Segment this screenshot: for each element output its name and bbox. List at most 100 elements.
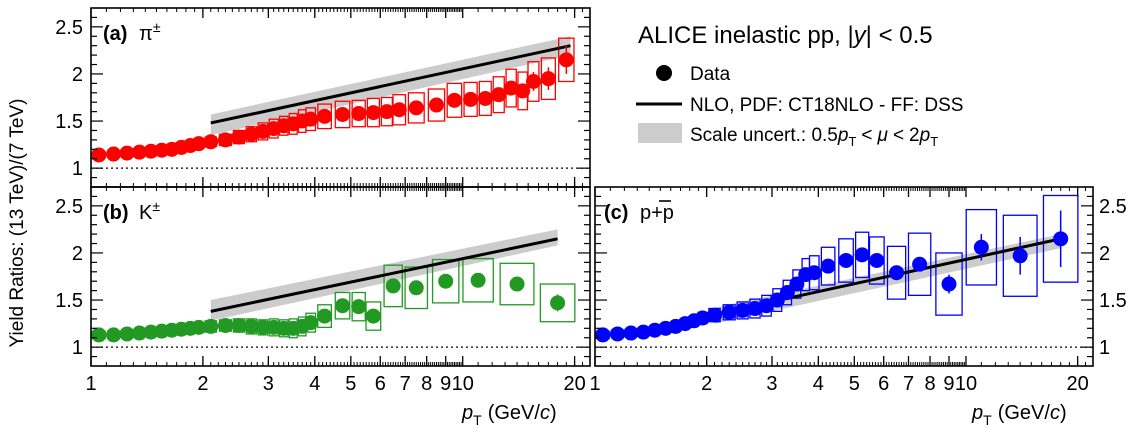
data-point-c-3 [635, 324, 651, 340]
chart-title: ALICE inelastic pp, |y| < 0.5 [638, 22, 933, 49]
y-tick-label-a-1: 1.5 [55, 111, 83, 133]
sys-box-a-27 [427, 88, 446, 122]
data-point-a-23 [365, 105, 381, 121]
data-point-c-2 [623, 325, 639, 341]
data-point-b-0 [91, 327, 107, 343]
data-point-b-25 [408, 280, 424, 296]
data-point-a-10 [203, 134, 219, 150]
legend: Data NLO, PDF: CT18NLO - FF: DSS Scale u… [636, 64, 963, 149]
data-point-a-22 [351, 106, 367, 122]
x-tick-label-c-2: 3 [766, 373, 777, 395]
data-point-a-29 [463, 91, 479, 107]
sys-box-b-26 [431, 258, 460, 304]
panel-c-letter: (c) [604, 202, 628, 224]
sys-box-c-27 [965, 208, 998, 286]
panel-b-particle-sup: ± [152, 198, 160, 214]
data-point-c-10 [707, 307, 723, 323]
data-point-a-2 [119, 145, 135, 161]
scale-pt1-p: p [837, 125, 849, 146]
sys-box-b-27 [462, 257, 494, 303]
panel-a-particle: π± [139, 19, 161, 45]
x-tick-label-b-3: 4 [309, 373, 320, 395]
data-point-b-28 [509, 276, 525, 292]
data-point-a-3 [131, 144, 147, 160]
data-point-c-9 [695, 310, 711, 326]
y-tick-label-a-0: 1 [72, 158, 83, 180]
data-point-c-28 [1012, 248, 1028, 264]
x-tick-label-c-10: 20 [1067, 373, 1089, 395]
data-point-c-25 [912, 256, 928, 272]
title-pre: ALICE inelastic pp, | [638, 22, 854, 49]
data-point-b-1 [106, 327, 122, 343]
legend-scale-swatch [638, 123, 682, 143]
panel-a-particle-base: π [139, 23, 153, 45]
sys-box-b-28 [499, 262, 535, 306]
data-point-c-19 [806, 265, 822, 281]
y-tick-label-a-2: 2 [72, 64, 83, 86]
x-tick-label-c-6: 7 [903, 373, 914, 395]
sys-box-b-24 [383, 264, 403, 308]
data-point-a-31 [491, 87, 507, 103]
sys-box-c-25 [907, 232, 932, 296]
data-point-a-34 [525, 73, 541, 89]
legend-nlo-label: NLO, PDF: CT18NLO - FF: DSS [690, 95, 963, 116]
data-point-b-27 [470, 272, 486, 288]
data-point-b-3 [131, 325, 147, 341]
data-point-b-13 [243, 318, 259, 334]
data-point-a-4 [143, 143, 159, 159]
data-point-a-24 [379, 104, 395, 120]
y-tick-label-right-c-3: 2.5 [1099, 196, 1127, 218]
data-point-a-12 [231, 129, 247, 145]
y-tick-label-right-c-0: 1 [1099, 337, 1110, 359]
data-point-c-20 [820, 258, 836, 274]
data-point-b-14 [255, 319, 271, 335]
data-point-a-1 [106, 146, 122, 162]
x-axis-label-right: pT (GeV/c) [971, 402, 1067, 428]
y-tick-label-b-3: 2.5 [55, 196, 83, 218]
title-post: | < 0.5 [866, 22, 933, 49]
panel-b-particle: K± [139, 198, 160, 224]
panel-b-letter: (b) [103, 202, 129, 224]
panel-c-particle: p+p [640, 202, 674, 224]
sys-box-b-29 [539, 283, 576, 323]
x-tick-label-b-4: 5 [345, 373, 356, 395]
x-tick-label-b-2: 3 [263, 373, 274, 395]
data-point-b-21 [335, 298, 351, 314]
panel-a-particle-sup: ± [153, 19, 161, 35]
y-tick-label-b-1: 1.5 [55, 290, 83, 312]
data-point-b-26 [438, 273, 454, 289]
scale-pre: Scale uncert.: 0.5 [690, 125, 838, 146]
y-tick-label-right-c-2: 2 [1099, 243, 1110, 265]
sys-box-c-28 [1002, 214, 1038, 297]
panel-a-pion: 1 1.5 2 2.5 [55, 7, 591, 188]
data-point-a-32 [503, 80, 519, 96]
data-point-c-1 [610, 326, 626, 342]
panel-c-label: (c) p+p [604, 200, 674, 224]
data-point-c-13 [747, 301, 763, 317]
xlabel-left-c: c [540, 402, 550, 424]
sys-box-c-26 [935, 252, 963, 316]
data-point-b-22 [351, 299, 367, 315]
xlabel-right-unit: (GeV/ [998, 402, 1051, 424]
data-point-a-33 [515, 83, 531, 99]
data-point-a-25 [391, 102, 407, 118]
data-point-b-12 [231, 317, 247, 333]
data-point-c-17 [789, 276, 805, 292]
xlabel-left-unit: (GeV/ [488, 402, 541, 424]
scale-lt1: < [861, 125, 872, 146]
data-point-c-0 [595, 327, 611, 343]
data-point-b-29 [550, 295, 566, 311]
data-point-a-9 [191, 136, 207, 152]
panel-b-particle-base: K [139, 202, 153, 224]
xlabel-right-c: c [1050, 402, 1060, 424]
x-tick-label-c-4: 5 [849, 373, 860, 395]
x-tick-label-c-8: 9 [943, 373, 954, 395]
x-tick-label-b-7: 8 [421, 373, 432, 395]
y-tick-label-b-2: 2 [72, 243, 83, 265]
legend-data-label: Data [690, 64, 731, 85]
data-point-a-26 [408, 100, 424, 116]
scale-pt2-t: T [930, 134, 938, 149]
x-tick-label-b-8: 9 [440, 373, 451, 395]
scale-lt2: < [893, 125, 904, 146]
